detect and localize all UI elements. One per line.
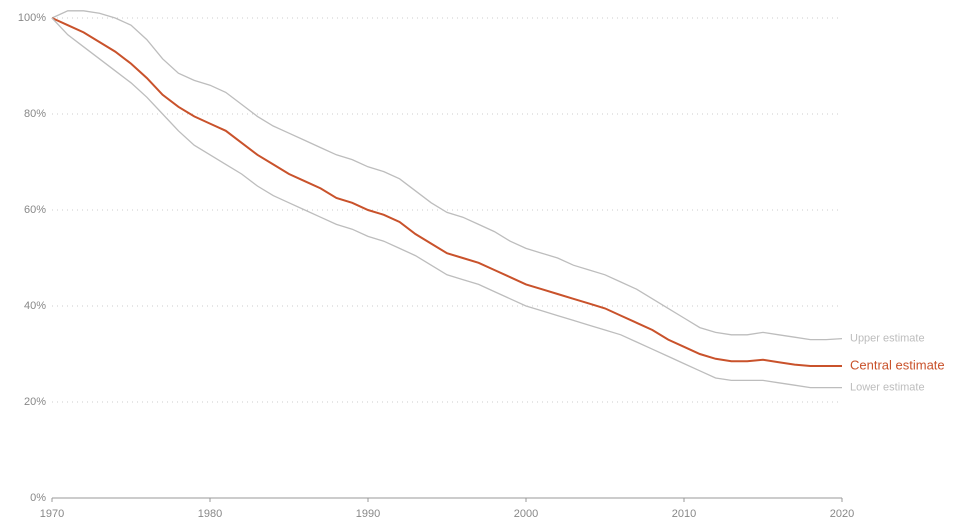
x-tick-label: 1970: [40, 508, 64, 520]
line: [51, 17, 842, 367]
series-label: Central estimate: [850, 357, 945, 372]
x-tick-label: 1990: [356, 508, 380, 520]
y-tick-label: 100%: [18, 12, 46, 24]
x-tick-label: 2020: [830, 508, 854, 520]
y-tick-label: 20%: [24, 396, 46, 408]
y-tick-label: 40%: [24, 300, 46, 312]
series-label: Upper estimate: [850, 333, 925, 345]
x-tick-label: 1980: [198, 508, 222, 520]
x-tick-label: 2010: [672, 508, 696, 520]
y-tick-label: 80%: [24, 108, 46, 120]
y-tick-label: 0%: [30, 492, 46, 504]
series-label: Lower estimate: [850, 382, 925, 394]
line: [51, 10, 843, 341]
x-tick-label: 2000: [514, 508, 538, 520]
line: [51, 17, 842, 389]
y-tick-label: 60%: [24, 204, 46, 216]
